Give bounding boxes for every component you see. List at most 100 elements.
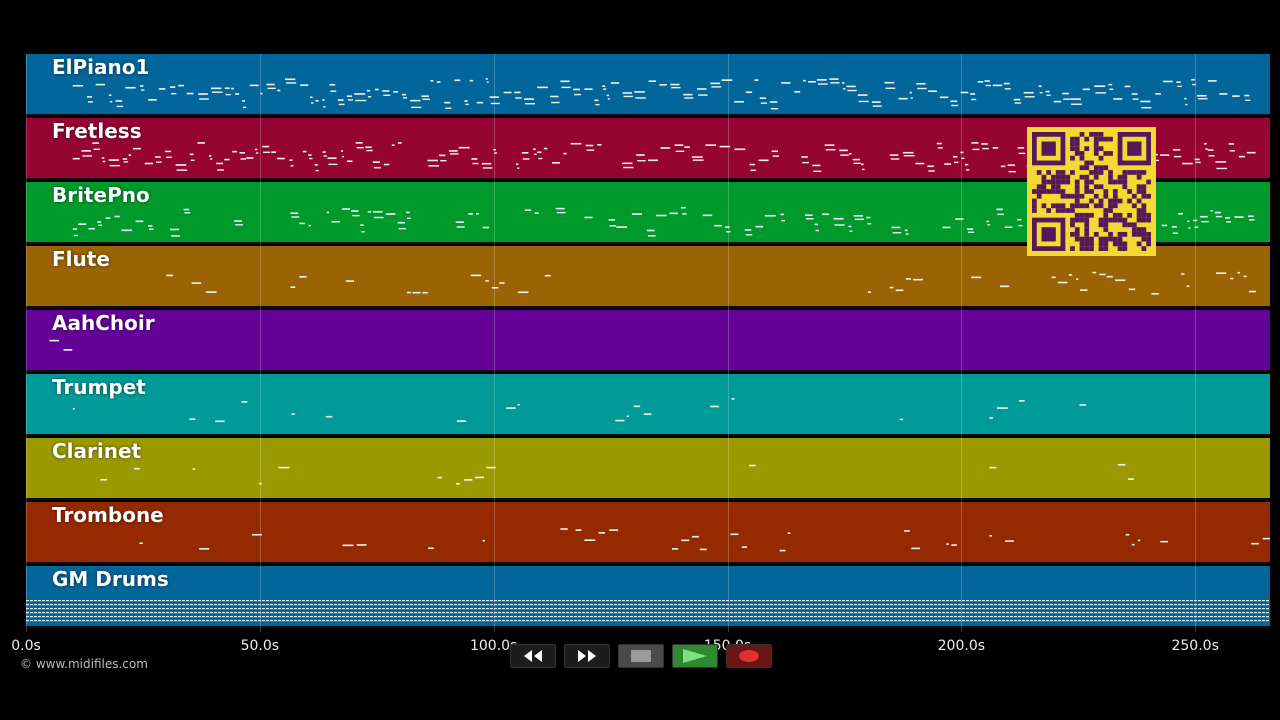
record-icon: [739, 650, 759, 662]
note: [874, 612, 877, 614]
note: [1026, 608, 1029, 610]
note: [270, 612, 273, 614]
track-flute[interactable]: Flute: [26, 246, 1270, 308]
note: [926, 608, 929, 610]
note: [118, 608, 121, 610]
note: [1110, 608, 1113, 610]
note: [862, 604, 865, 606]
note: [1082, 600, 1085, 602]
note: [506, 600, 509, 602]
note: [910, 97, 913, 99]
note: [354, 616, 357, 618]
note: [790, 616, 793, 618]
note: [490, 608, 493, 610]
note: [378, 620, 381, 622]
note: [842, 604, 845, 606]
note: [118, 612, 121, 614]
note: [1170, 604, 1173, 606]
note: [885, 87, 896, 89]
note: [918, 604, 921, 606]
note: [382, 612, 385, 614]
note: [418, 612, 421, 614]
note: [615, 419, 625, 422]
note: [1134, 616, 1137, 618]
note: [205, 291, 217, 293]
track-label: AahChoir: [52, 311, 155, 335]
note: [1125, 533, 1130, 536]
note: [994, 600, 997, 602]
note: [534, 608, 537, 610]
note: [603, 88, 607, 90]
note: [1128, 478, 1134, 480]
track-trombone[interactable]: Trombone: [26, 502, 1270, 564]
rewind-button[interactable]: [510, 644, 556, 668]
note: [1254, 600, 1257, 602]
note: [614, 620, 617, 622]
note: [1008, 170, 1017, 173]
note: [909, 91, 912, 94]
note: [78, 620, 81, 622]
note: [358, 608, 361, 610]
note: [544, 274, 551, 277]
note: [1034, 620, 1037, 622]
note: [930, 604, 933, 606]
note: [140, 85, 144, 87]
note: [254, 616, 257, 618]
note: [878, 620, 881, 622]
note: [1151, 292, 1159, 295]
track-trumpet[interactable]: Trumpet: [26, 374, 1270, 436]
note: [978, 620, 981, 622]
note: [1062, 92, 1069, 95]
note: [922, 600, 925, 602]
note: [374, 604, 377, 606]
note: [274, 620, 277, 622]
note: [314, 600, 317, 602]
note: [746, 612, 749, 614]
note: [1222, 600, 1225, 602]
note: [62, 604, 65, 606]
note: [562, 612, 565, 614]
note: [246, 608, 249, 610]
play-button[interactable]: [672, 644, 718, 668]
note: [781, 219, 785, 222]
track-aahchoir[interactable]: AahChoir: [26, 310, 1270, 372]
note: [402, 97, 408, 99]
note: [102, 616, 105, 618]
note: [894, 612, 897, 614]
note: [690, 604, 693, 606]
track-elpiano1[interactable]: ElPiano1: [26, 54, 1270, 116]
note: [1225, 217, 1231, 219]
track-clarinet[interactable]: Clarinet: [26, 438, 1270, 500]
stop-button[interactable]: [618, 644, 664, 668]
note: [1254, 616, 1257, 618]
note: [749, 464, 756, 467]
note: [518, 291, 529, 294]
note: [630, 620, 633, 622]
note: [42, 612, 45, 614]
note: [198, 604, 201, 606]
note: [430, 616, 433, 618]
piano-roll[interactable]: ElPiano1 Fretless BritePno Flute AahChoi…: [26, 54, 1270, 632]
note: [734, 616, 737, 618]
note: [322, 616, 325, 618]
note: [390, 612, 393, 614]
note: [1082, 88, 1090, 91]
note: [890, 620, 893, 622]
note: [1218, 616, 1221, 618]
note: [710, 82, 721, 85]
record-button[interactable]: [726, 644, 772, 668]
track-label: Trumpet: [52, 375, 146, 399]
note: [970, 600, 973, 602]
note: [910, 604, 913, 606]
note: [750, 620, 753, 622]
note: [267, 87, 276, 90]
track-gm-drums[interactable]: GM Drums: [26, 566, 1270, 628]
note: [602, 620, 605, 622]
note: [878, 616, 881, 618]
fast-forward-button[interactable]: [564, 644, 610, 668]
note: [1250, 620, 1253, 622]
note: [964, 163, 969, 166]
note: [718, 608, 721, 610]
note: [650, 600, 653, 602]
note: [854, 218, 865, 221]
